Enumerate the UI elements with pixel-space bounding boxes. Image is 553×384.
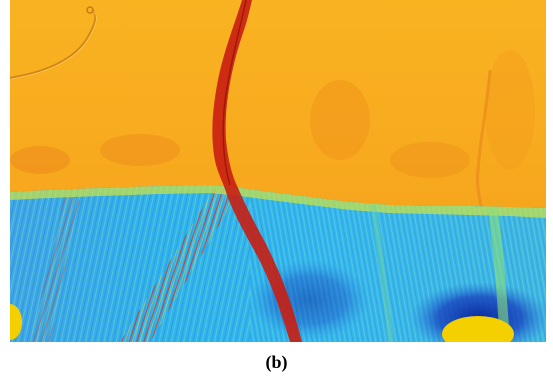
figure-caption: (b) bbox=[265, 352, 288, 372]
micrograph-svg bbox=[10, 0, 546, 342]
false-color-micrograph-image bbox=[10, 0, 546, 342]
